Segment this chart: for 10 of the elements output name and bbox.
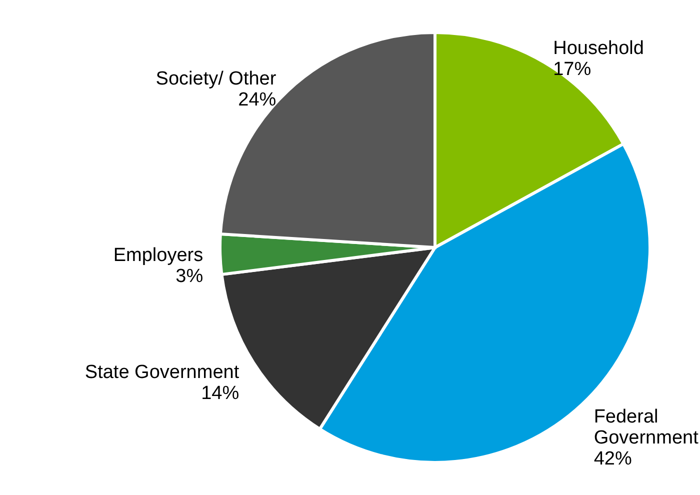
slice-label: State Government [84,362,240,383]
data-label: 42% [594,448,632,470]
slice-label: Household [553,38,644,59]
slice-label: Society/ Other [156,68,277,90]
data-label: 14% [201,382,240,404]
data-label: 17% [553,58,592,80]
slice-label: Employers [113,244,204,266]
data-label: 3% [176,266,204,287]
slice-label: Federal Government [594,406,700,449]
data-label: 24% [238,89,276,110]
